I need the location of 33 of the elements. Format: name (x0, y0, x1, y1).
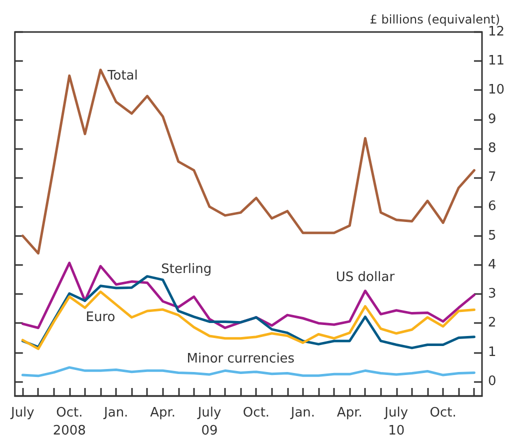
line-series (21, 366, 476, 378)
x-tick-label: Apr. (150, 406, 176, 420)
y-tick-label: 9 (488, 112, 496, 127)
x-tick-label: Oct. (430, 406, 456, 420)
x-tick-label: July (10, 406, 35, 420)
series-label: Total (106, 68, 138, 84)
series-label: US dollar (336, 270, 396, 285)
y-tick-label: 0 (488, 374, 496, 389)
y-tick-label: 5 (488, 228, 496, 244)
x-tick-label: July 10 (384, 406, 408, 438)
y-tick-label: 12 (488, 24, 505, 40)
series-label: Euro (86, 310, 116, 325)
x-tick-label: Oct. 2008 (52, 406, 86, 438)
line-series (21, 290, 476, 350)
line-series (21, 262, 476, 330)
y-tick-label: 11 (488, 54, 505, 69)
y-tick-label: 2 (488, 316, 496, 331)
y-tick-label: 3 (488, 286, 496, 302)
y-tick-label: 8 (488, 140, 496, 156)
x-tick-label: July 09 (196, 406, 222, 438)
line-series (21, 68, 476, 255)
series-label: Sterling (161, 262, 212, 277)
y-tick-label: 10 (488, 82, 505, 98)
y-tick-label: 4 (488, 257, 496, 272)
x-tick-label: Jan. (103, 406, 128, 420)
y-tick-label: 6 (488, 199, 496, 214)
x-tick-label: Oct. (242, 406, 270, 420)
y-axis-title: £ billions (equivalent) (370, 12, 500, 27)
y-tick-label: 1 (488, 344, 496, 360)
x-tick-label: Apr. (336, 406, 362, 420)
x-tick-label: Jan. (290, 406, 316, 420)
y-tick-label: 7 (488, 170, 496, 186)
series-label: Minor currencies (186, 352, 295, 367)
